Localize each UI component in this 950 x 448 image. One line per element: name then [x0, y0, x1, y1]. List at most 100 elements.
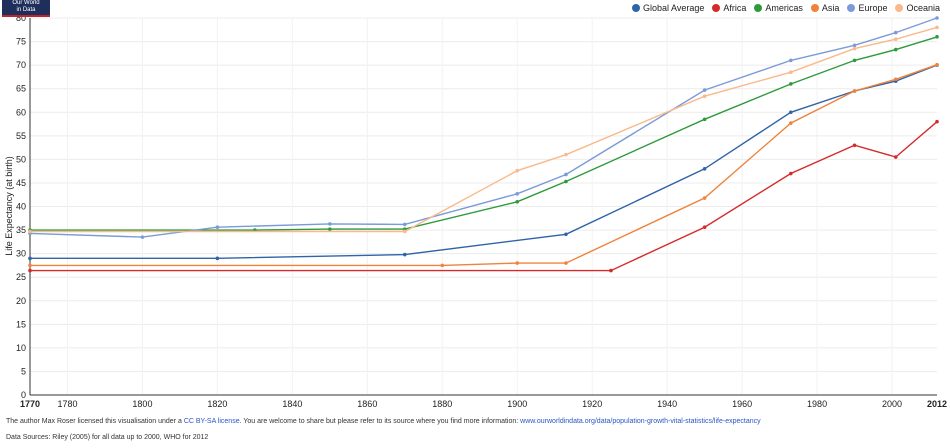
- data-point-africa[interactable]: [935, 119, 939, 124]
- legend-label: Oceania: [906, 3, 940, 13]
- data-point-americas[interactable]: [564, 179, 568, 184]
- legend-item-europe[interactable]: Europe: [847, 3, 887, 13]
- data-point-africa[interactable]: [28, 268, 32, 273]
- data-point-europe[interactable]: [215, 225, 220, 230]
- data-point-americas[interactable]: [893, 47, 898, 52]
- data-point-europe[interactable]: [402, 222, 407, 227]
- data-point-asia[interactable]: [702, 196, 707, 200]
- y-tick-label: 25: [16, 272, 26, 282]
- data-point-europe[interactable]: [935, 16, 939, 20]
- data-point-oceania[interactable]: [515, 168, 520, 173]
- y-axis-title: Life Expectancy (at birth): [4, 156, 14, 256]
- data-point-asia[interactable]: [852, 89, 857, 93]
- grid-lines: [30, 17, 937, 396]
- data-point-asia[interactable]: [893, 77, 898, 82]
- y-tick-label: 40: [16, 202, 26, 212]
- data-point-africa[interactable]: [609, 268, 613, 273]
- data-point-global-average[interactable]: [702, 167, 707, 171]
- data-point-oceania[interactable]: [852, 46, 857, 51]
- data-point-global-average[interactable]: [402, 252, 407, 257]
- legend-item-global-average[interactable]: Global Average: [632, 3, 704, 13]
- legend-label: Asia: [821, 3, 840, 13]
- data-point-asia[interactable]: [789, 121, 793, 125]
- data-point-global-average[interactable]: [28, 256, 32, 261]
- y-tick-label: 80: [16, 13, 26, 23]
- data-point-africa[interactable]: [789, 171, 793, 176]
- data-point-americas[interactable]: [852, 58, 857, 63]
- y-tick-label: 20: [16, 296, 26, 306]
- credit-prefix: The author Max Roser licensed this visua…: [6, 418, 184, 425]
- y-tick-label: 70: [16, 60, 26, 70]
- legend-label: Global Average: [643, 3, 705, 13]
- legend-item-asia[interactable]: Asia: [810, 3, 840, 13]
- x-edge-label: 1770: [20, 399, 40, 409]
- data-point-oceania[interactable]: [935, 25, 939, 30]
- data-point-europe[interactable]: [328, 222, 332, 226]
- series-africa: [28, 119, 939, 273]
- data-point-oceania[interactable]: [564, 152, 568, 157]
- license-credit: The author Max Roser licensed this visua…: [6, 418, 761, 425]
- data-point-oceania[interactable]: [702, 94, 707, 99]
- x-tick-label: 2000: [882, 399, 902, 409]
- license-link[interactable]: CC BY-SA license: [183, 418, 240, 425]
- series-americas: [28, 35, 939, 232]
- x-tick-label: 1780: [57, 399, 77, 409]
- data-point-europe[interactable]: [789, 58, 793, 63]
- data-point-global-average[interactable]: [215, 256, 220, 261]
- legend-dot-icon: [754, 4, 763, 12]
- data-point-europe[interactable]: [852, 43, 857, 48]
- y-tick-label: 30: [16, 249, 26, 259]
- y-tick-label: 65: [16, 84, 26, 94]
- series-line-asia[interactable]: [30, 64, 938, 267]
- series-asia: [28, 62, 939, 268]
- x-edge-label: 2012: [927, 399, 947, 409]
- logo-line-2: in Data: [16, 7, 36, 13]
- y-tick-label: 35: [16, 225, 26, 235]
- legend-label: Americas: [765, 3, 803, 13]
- data-point-oceania[interactable]: [789, 70, 793, 74]
- data-point-europe[interactable]: [893, 30, 898, 35]
- data-point-oceania[interactable]: [893, 37, 898, 42]
- y-tick-label: 55: [16, 131, 26, 141]
- data-point-asia[interactable]: [515, 261, 520, 265]
- legend-item-africa[interactable]: Africa: [712, 3, 746, 13]
- data-point-oceania[interactable]: [28, 229, 32, 234]
- series-line-global-average[interactable]: [30, 64, 938, 259]
- x-tick-label: 1880: [432, 399, 452, 409]
- x-tick-label: 1860: [357, 399, 377, 409]
- legend-dot-icon: [847, 4, 856, 12]
- logo-line-1: Our World: [12, 0, 40, 6]
- legend-dot-icon: [895, 4, 904, 12]
- data-point-europe[interactable]: [140, 235, 145, 239]
- series-layer: [28, 16, 939, 273]
- data-point-americas[interactable]: [328, 227, 332, 231]
- data-point-europe[interactable]: [702, 88, 707, 92]
- data-point-americas[interactable]: [789, 82, 793, 86]
- data-point-americas[interactable]: [515, 199, 520, 204]
- data-point-africa[interactable]: [702, 225, 707, 230]
- data-point-europe[interactable]: [515, 191, 520, 196]
- data-point-americas[interactable]: [935, 35, 939, 39]
- legend-label: Europe: [858, 3, 888, 13]
- data-point-africa[interactable]: [852, 143, 857, 148]
- series-line-africa[interactable]: [30, 121, 938, 272]
- series-oceania: [28, 25, 939, 234]
- data-point-asia[interactable]: [28, 263, 32, 268]
- data-point-asia[interactable]: [935, 62, 939, 67]
- data-point-americas[interactable]: [702, 117, 707, 122]
- data-point-oceania[interactable]: [402, 229, 407, 234]
- our-world-in-data-logo[interactable]: Our World in Data: [2, 0, 50, 17]
- series-line-europe[interactable]: [29, 17, 938, 238]
- legend-item-americas[interactable]: Americas: [754, 3, 803, 13]
- x-tick-label: 1920: [582, 399, 602, 409]
- legend-item-oceania[interactable]: Oceania: [895, 3, 940, 13]
- source-link[interactable]: www.ourworldindata.org/data/population-g…: [520, 418, 761, 425]
- data-point-asia[interactable]: [440, 263, 445, 268]
- data-point-europe[interactable]: [564, 172, 568, 177]
- series-line-americas[interactable]: [30, 36, 938, 231]
- data-point-global-average[interactable]: [789, 110, 793, 115]
- data-point-asia[interactable]: [564, 261, 568, 265]
- data-point-africa[interactable]: [893, 155, 898, 159]
- data-point-global-average[interactable]: [564, 232, 568, 237]
